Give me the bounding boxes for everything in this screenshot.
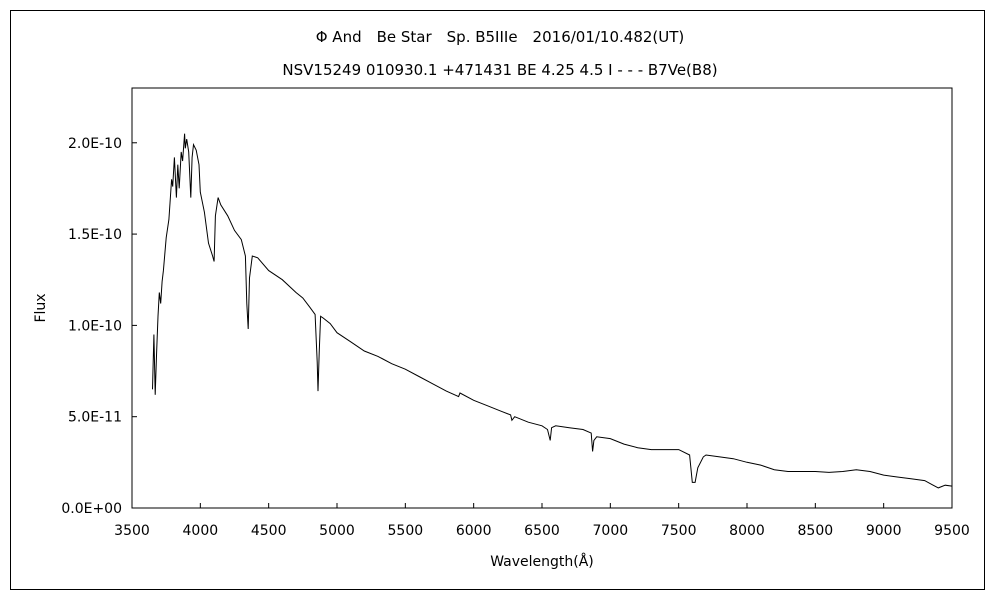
x-tick-label: 9000: [866, 523, 902, 539]
y-tick-label: 5.0E-11: [68, 410, 122, 426]
x-tick-label: 6500: [524, 523, 560, 539]
x-tick-label: 4500: [251, 523, 287, 539]
x-tick-label: 4000: [183, 523, 219, 539]
y-tick-label: 0.0E+00: [61, 501, 122, 517]
y-axis-ticks: 0.0E+00 5.0E-11 1.0E-10 1.5E-10 2.0E-10: [61, 136, 137, 517]
x-tick-label: 5500: [388, 523, 424, 539]
y-tick-label: 1.5E-10: [68, 227, 122, 243]
x-axis-label: Wavelength(Å): [490, 553, 594, 570]
y-axis-label: Flux: [33, 293, 49, 322]
plot-area: [131, 87, 953, 509]
chart-title: Φ And Be Star Sp. B5IIIe 2016/01/10.482(…: [316, 28, 685, 46]
x-tick-label: 3500: [114, 523, 150, 539]
y-tick-label: 1.0E-10: [68, 318, 122, 334]
x-tick-label: 7000: [593, 523, 629, 539]
x-tick-label: 6000: [456, 523, 492, 539]
spectrum-series-line: [152, 133, 953, 489]
x-tick-label: 8000: [729, 523, 765, 539]
x-tick-label: 7500: [661, 523, 697, 539]
x-tick-label: 8500: [798, 523, 834, 539]
x-tick-label: 5000: [319, 523, 355, 539]
x-tick-label: 9500: [934, 523, 970, 539]
chart-subtitle: NSV15249 010930.1 +471431 BE 4.25 4.5 I …: [282, 61, 717, 79]
chart-frame: [10, 10, 985, 590]
y-tick-label: 2.0E-10: [68, 136, 122, 152]
x-axis-ticks: 3500 4000 4500 5000 5500 6000 6500 7000 7500 8000…: [114, 503, 970, 539]
